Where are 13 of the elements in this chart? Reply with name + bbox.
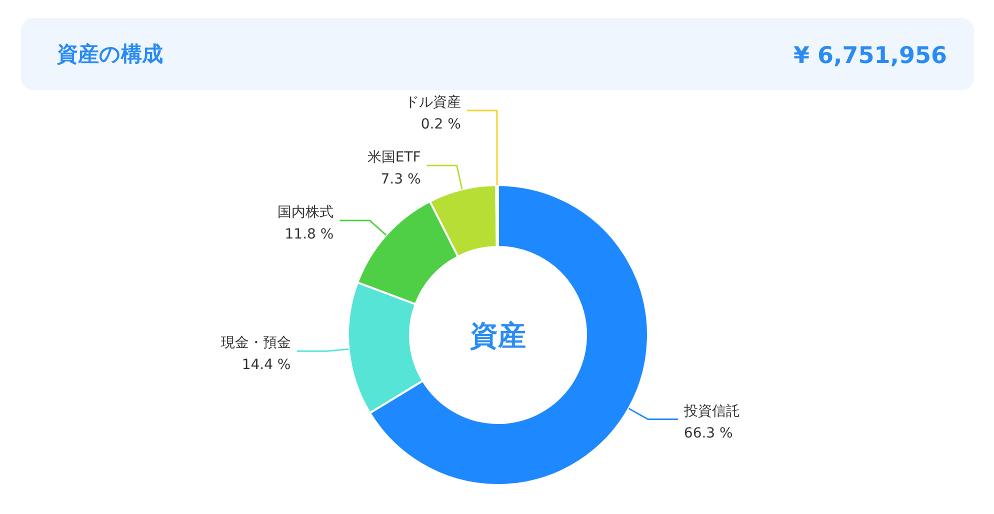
slice-label: 投資信託	[682, 403, 740, 420]
data-label: 66.3 %	[684, 425, 733, 442]
slice-label: 米国ETF	[367, 149, 421, 166]
data-label: 14.4 %	[242, 357, 291, 374]
data-label: 0.2 %	[420, 116, 461, 132]
data-label: 11.8 %	[284, 226, 334, 242]
slice-label: 国内株式	[278, 204, 334, 220]
slice-label: ドル資産	[404, 94, 461, 110]
chart-title: 資産の構成	[56, 42, 163, 66]
text: 資産	[469, 319, 526, 352]
data-label: 7.3 %	[380, 171, 421, 188]
text: ¥ 6,751,956	[793, 43, 947, 69]
slice-label: 現金・預金	[220, 335, 291, 352]
